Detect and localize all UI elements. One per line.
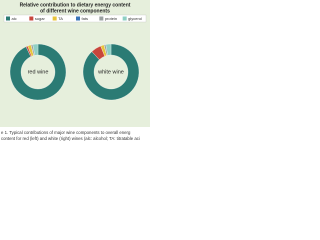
- legend-swatch: [122, 16, 127, 21]
- donut-segment: [9, 43, 67, 101]
- legend-swatch: [52, 16, 57, 21]
- title-line: Relative contribution to dietary energy …: [20, 2, 131, 8]
- legend-swatch: [99, 16, 104, 21]
- charts: red wine white wine: [9, 43, 140, 101]
- caption-line: content for red (left) and white (right)…: [1, 136, 140, 141]
- legend-swatch: [76, 16, 80, 21]
- legend-label: glycerol: [128, 16, 142, 21]
- donut-label: white wine: [97, 69, 124, 75]
- legend-label: TA: [58, 16, 63, 21]
- title-line: of different wine components: [40, 8, 110, 14]
- legend-label: sugar: [35, 16, 46, 21]
- legend-frame: [3, 14, 147, 23]
- donut-segment: [105, 43, 112, 56]
- donut-label: red wine: [28, 69, 49, 75]
- legend-label: alc: [12, 16, 17, 21]
- legend-label: fats: [82, 16, 88, 21]
- figure: Relative contribution to dietary energy …: [0, 0, 150, 141]
- legend-label: protein: [105, 16, 117, 21]
- legend: alc sugar TA fats protein glycerol: [3, 14, 147, 23]
- caption-line: e 1. Typical contributions of major wine…: [1, 130, 131, 135]
- legend-swatch: [29, 16, 34, 21]
- donut-segment: [32, 43, 39, 56]
- donut-segment: [82, 43, 140, 101]
- legend-swatch: [6, 16, 10, 21]
